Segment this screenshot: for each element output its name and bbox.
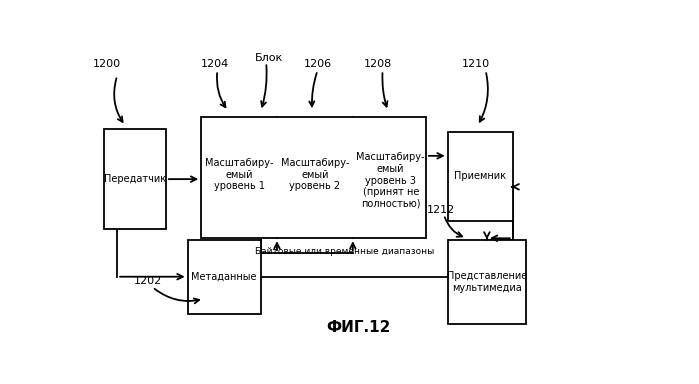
Text: Метаданные: Метаданные xyxy=(192,272,257,282)
Text: Масштабиру-
емый
уровень 1: Масштабиру- емый уровень 1 xyxy=(205,158,273,191)
Text: 1212: 1212 xyxy=(427,205,455,215)
Text: 1202: 1202 xyxy=(134,276,161,286)
Bar xyxy=(447,132,512,220)
Text: 1208: 1208 xyxy=(363,59,392,69)
Text: Блок: Блок xyxy=(255,53,284,63)
Text: Приемник: Приемник xyxy=(454,171,506,181)
Text: Передатчик: Передатчик xyxy=(103,174,166,184)
Bar xyxy=(447,240,526,324)
Text: Масштабиру-
емый
уровень 3
(принят не
полностью): Масштабиру- емый уровень 3 (принят не по… xyxy=(356,152,425,209)
Text: Представление
мультимедиа: Представление мультимедиа xyxy=(447,271,527,293)
Text: Масштабиру-
емый
уровень 2: Масштабиру- емый уровень 2 xyxy=(281,158,349,191)
Bar xyxy=(103,129,166,229)
Text: ФИГ.12: ФИГ.12 xyxy=(326,320,391,335)
Text: 1200: 1200 xyxy=(93,59,121,69)
Bar xyxy=(201,117,426,238)
Text: 1210: 1210 xyxy=(462,59,491,69)
Text: 1204: 1204 xyxy=(201,59,229,69)
Bar xyxy=(187,240,261,314)
Text: Байтовые или временные диапазоны: Байтовые или временные диапазоны xyxy=(255,247,435,256)
Text: 1206: 1206 xyxy=(304,59,332,69)
